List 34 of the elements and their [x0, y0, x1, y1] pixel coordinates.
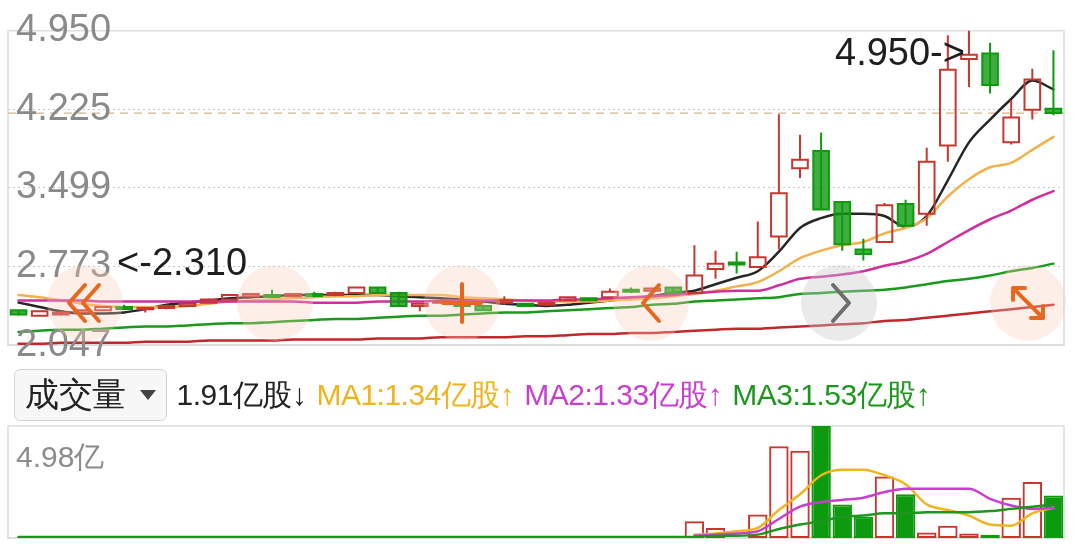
candlestick — [558, 295, 577, 303]
candlestick — [347, 286, 366, 295]
y-tick-label: 4.950 — [16, 7, 112, 50]
candlestick — [685, 244, 704, 294]
candlestick — [748, 220, 767, 268]
candlestick — [220, 292, 239, 302]
candlestick — [136, 305, 155, 314]
dropdown: 成交量 — [14, 369, 167, 421]
candlestick — [495, 295, 514, 306]
text: MA2:1.33亿股↑ — [524, 376, 723, 413]
y-tick-label: 3.499 — [16, 164, 112, 207]
y-tick-label: 4.225 — [16, 85, 112, 128]
candlestick — [601, 287, 619, 299]
text: MA1:1.34亿股↑ — [316, 376, 515, 413]
candlestick — [326, 290, 345, 298]
candlestick — [875, 202, 894, 245]
candlestick — [30, 310, 49, 318]
candlestick — [411, 301, 429, 313]
candlestick — [706, 249, 725, 280]
annotation: 4.98亿 — [16, 440, 105, 474]
candlestick — [537, 300, 556, 307]
text: MA3:1.53亿股↑ — [732, 376, 931, 413]
candlestick — [791, 133, 809, 180]
candlestick — [1023, 67, 1042, 121]
candlestick — [178, 301, 197, 308]
candlestick — [917, 146, 936, 227]
candlestick — [770, 113, 788, 251]
candlestick — [199, 297, 218, 305]
candlestick — [157, 303, 176, 311]
candlestick — [1002, 99, 1021, 146]
y-tick-label: 2.773 — [16, 243, 112, 286]
annotation: <-2.310 — [117, 241, 248, 284]
text: 1.91亿股↓ — [176, 376, 307, 413]
chart-title: 成交量 — [25, 374, 126, 415]
